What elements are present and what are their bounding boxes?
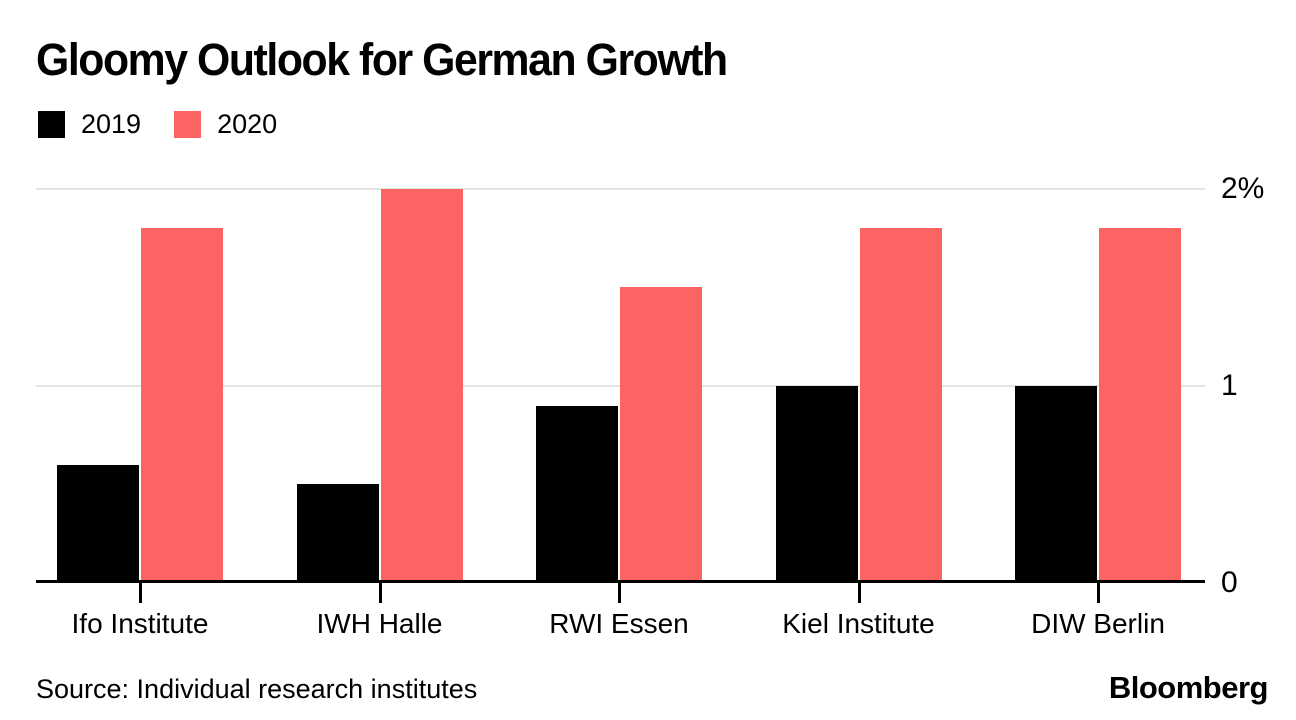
legend-label-2019: 2019 <box>81 109 142 139</box>
bloomberg-logo: Bloomberg <box>1108 670 1269 705</box>
x-axis-tick-iwh-halle <box>378 583 382 603</box>
source-note: Source: Individual research institutes <box>36 674 478 704</box>
legend-item-2019: 2019 <box>38 111 141 138</box>
y-axis-tick-label-1: 1 <box>1221 369 1238 402</box>
x-axis-tick-ifo-institute <box>139 583 142 603</box>
legend-swatch-2020-icon <box>174 111 202 138</box>
legend-item-2020: 2020 <box>174 111 277 138</box>
gridline-2- <box>36 188 1205 190</box>
bar-2019-kiel-institute <box>775 386 858 583</box>
x-axis-label-rwi-essen: RWI Essen <box>549 608 689 639</box>
bar-2019-iwh-halle <box>296 484 379 583</box>
y-axis-tick-label-0: 0 <box>1221 566 1238 599</box>
chart-title: Gloomy Outlook for German Growth <box>36 34 728 85</box>
legend-swatch-2019-icon <box>38 111 65 138</box>
bar-2020-ifo-institute <box>141 228 223 583</box>
x-axis-label-diw-berlin: DIW Berlin <box>1031 608 1165 639</box>
x-axis-line <box>36 580 1205 583</box>
bar-2020-rwi-essen <box>620 287 702 583</box>
legend-label-2020: 2020 <box>217 109 278 139</box>
bar-2019-rwi-essen <box>536 406 618 583</box>
y-axis-tick-label-2-: 2% <box>1221 172 1265 205</box>
legend: 2019 2020 <box>38 111 277 138</box>
x-axis-tick-rwi-essen <box>618 583 621 603</box>
x-axis-label-iwh-halle: IWH Halle <box>316 608 443 639</box>
x-axis-label-ifo-institute: Ifo Institute <box>71 608 209 639</box>
bar-2020-kiel-institute <box>859 228 942 583</box>
x-axis-tick-kiel-institute <box>857 583 861 603</box>
bar-2019-ifo-institute <box>57 465 139 583</box>
x-axis-tick-diw-berlin <box>1097 583 1100 603</box>
x-axis-label-kiel-institute: Kiel Institute <box>782 608 935 639</box>
bar-2020-diw-berlin <box>1099 228 1181 583</box>
plot-area <box>36 188 1205 603</box>
bar-2019-diw-berlin <box>1015 386 1097 583</box>
bar-2020-iwh-halle <box>380 189 463 583</box>
